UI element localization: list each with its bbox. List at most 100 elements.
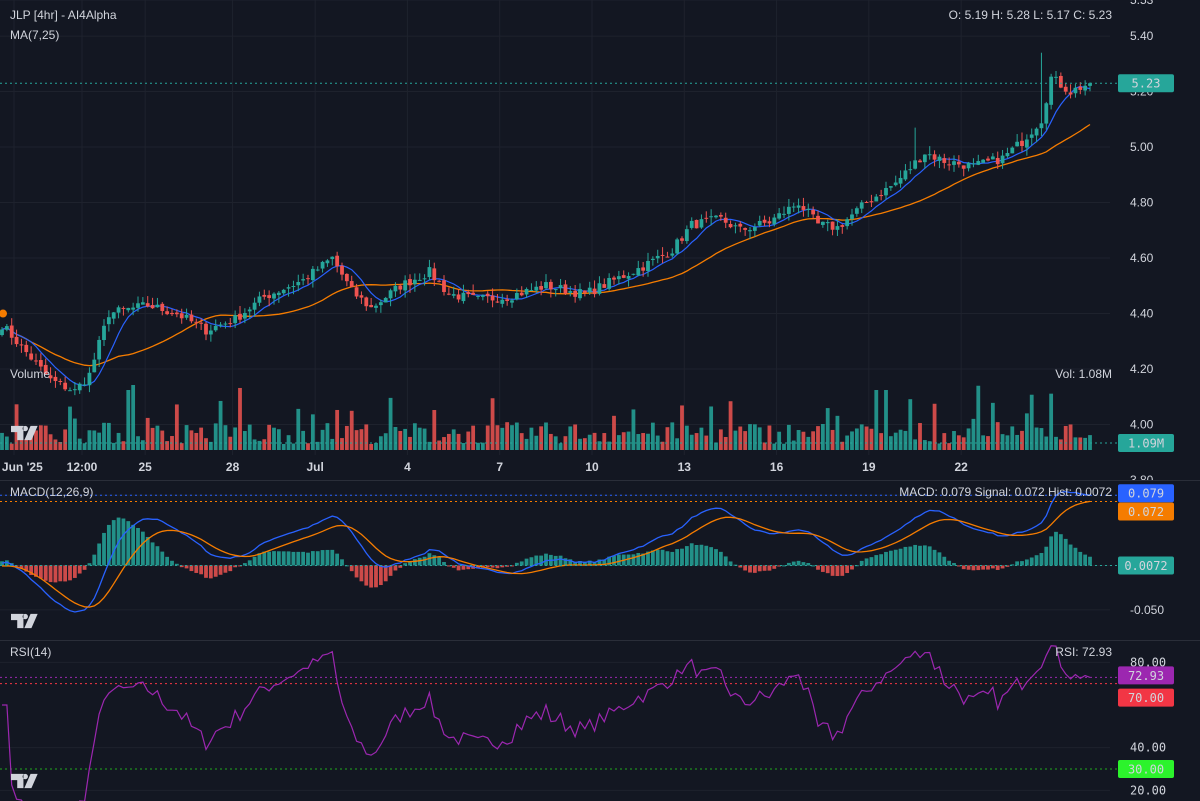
candle-body [359,295,364,298]
volume-bar [194,432,199,450]
candle-body [607,277,612,289]
candle-body [340,265,344,275]
volume-bar [330,438,335,450]
volume-bar [650,422,655,450]
volume-bar [9,443,14,450]
price-tick-label: 4.20 [1130,362,1154,376]
macd-hist-bar [87,563,92,566]
candle-body [291,286,296,288]
volume-bar [952,431,956,450]
macd-hist-bar [349,565,354,572]
volume-bar [247,424,252,450]
macd-hist-bar [709,547,714,566]
macd-hist-bar [48,565,53,583]
candle-body [466,292,471,295]
volume-bar [898,429,903,450]
macd-hist-bar [218,565,223,575]
macd-hist-bar [976,565,981,571]
volume-bar [641,433,646,450]
macd-hist-bar [607,556,612,566]
macd-hist-bar [495,565,500,569]
candle-body [1073,87,1078,94]
macd-hist-bar [534,555,539,566]
macd-hist-bar [1083,554,1088,566]
macd-hist-bar [296,551,301,566]
macd-hist-bar [612,555,616,566]
macd-hist-bar [947,560,952,566]
price-chart[interactable]: 3.804.004.204.404.604.805.005.205.405.53… [0,0,1200,480]
volume-bar [689,434,694,450]
volume-bar [442,437,446,450]
candle-body [9,325,14,338]
candle-body [106,317,111,325]
candle-body [694,219,699,229]
macd-hist-bar [97,543,102,566]
volume-bar [281,443,286,450]
candle-body [646,260,650,272]
candle-body [684,229,689,242]
candle-body [344,273,349,282]
macd-hist-bar [1039,552,1044,566]
price-tick-label: 5.40 [1130,29,1154,43]
volume-bar [432,410,437,450]
macd-hist-bar [272,551,276,566]
macd-hist-bar [417,557,422,566]
macd-badge: 0.079 [1128,487,1164,501]
volume-bar [699,427,704,450]
candle-body [145,303,150,307]
candle-body [762,219,767,223]
volume-bar [1078,437,1083,450]
rsi-chart[interactable]: 20.00 40.00 80.0072.93 70.00 30.00 [0,641,1200,801]
macd-hist-bar [369,565,374,588]
volume-bar [306,443,310,450]
volume-bar [272,427,276,450]
rsi-pane[interactable]: 20.00 40.00 80.00 72.93 70.00 30.00 RSI(14) R… [0,640,1200,801]
x-tick-label: Jul [306,460,323,474]
macd-badge-bg [1118,484,1174,503]
candle-body [840,225,845,227]
volume-bar [354,430,359,450]
candle-body [53,376,58,382]
volume-bar [403,428,408,450]
macd-hist-bar [354,565,359,578]
candle-body [699,219,704,228]
candle-body [369,304,374,308]
volume-bar [53,439,58,450]
volume-bar [558,443,563,450]
volume-bar [150,427,155,450]
candle-body [660,254,665,256]
volume-bar [694,433,699,450]
macd-hist-bar [63,565,68,582]
candle-body [782,213,786,215]
candle-body [1083,85,1088,91]
macd-hist-bar [898,548,903,566]
macd-hist-bar [422,556,427,566]
candle-body [247,309,252,312]
volume-bar [276,429,281,450]
candle-body [451,294,456,296]
candle-body [131,307,136,310]
macd-hist-bar [38,565,43,579]
volume-bar [1083,437,1088,450]
candle-body [578,289,582,299]
candle-body [908,169,913,171]
price-pane[interactable]: 3.804.004.204.404.604.805.005.205.405.53… [0,0,1200,480]
volume-bar [364,424,369,450]
macd-hist-bar [102,532,106,566]
macd-hist-bar [335,553,340,566]
candle-body [859,202,864,209]
candle-body [374,305,378,308]
rsi-tick-label: 40.00 [1130,741,1166,755]
rsi-upper-badge: 70.00 [1128,691,1164,705]
x-tick-label: 22 [954,460,968,474]
volume-bar [709,406,714,450]
candle-body [995,157,1000,165]
macd-hist-bar [388,565,393,576]
candle-body [519,292,524,296]
volume-bar [184,425,189,450]
price-tick-label: 5.00 [1130,140,1154,154]
volume-bar [223,425,228,450]
volume-bar [961,437,966,450]
